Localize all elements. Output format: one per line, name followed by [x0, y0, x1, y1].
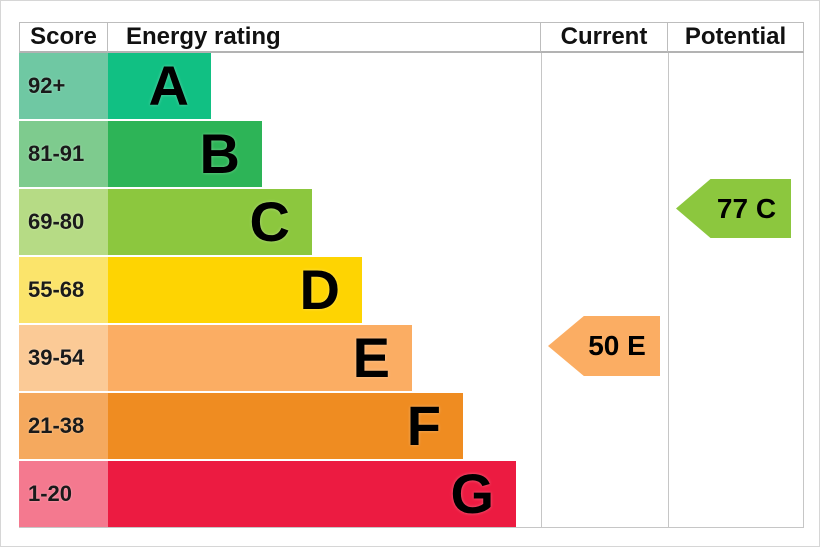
- score-range-g: 1-20: [19, 461, 108, 527]
- score-column-header: Score: [19, 22, 108, 53]
- band-letter-g: G: [450, 462, 494, 525]
- score-range-e: 39-54: [19, 325, 108, 391]
- rating-bar-b: B: [108, 121, 262, 187]
- band-letter-a: A: [148, 54, 189, 117]
- band-letter-f: F: [406, 394, 441, 457]
- rating-bar-c: C: [108, 189, 312, 255]
- potential-rating-label: 77 C: [716, 192, 777, 224]
- score-range-c: 69-80: [19, 189, 108, 255]
- table-right-border: [803, 53, 804, 527]
- band-letter-c: C: [249, 190, 290, 253]
- rating-bar-f: F: [108, 393, 463, 459]
- potential-column-left-divider: [668, 53, 669, 527]
- band-letter-e: E: [352, 326, 390, 389]
- rating-bar-d: D: [108, 257, 362, 323]
- current-column-left-divider: [541, 53, 542, 527]
- rating-bar-e: E: [108, 325, 412, 391]
- score-range-b: 81-91: [19, 121, 108, 187]
- current-rating-label: 50 E: [588, 330, 646, 361]
- score-range-f: 21-38: [19, 393, 108, 459]
- score-range-a: 92+: [19, 53, 108, 119]
- table-bottom-border: [19, 527, 804, 528]
- current-rating-arrow: 50 E: [548, 316, 660, 376]
- band-letter-d: D: [299, 258, 340, 321]
- rating-bar-g: G: [108, 461, 516, 527]
- potential-column-header: Potential: [668, 22, 804, 53]
- band-letter-b: B: [199, 122, 240, 185]
- rating-bar-a: A: [108, 53, 211, 119]
- score-range-d: 55-68: [19, 257, 108, 323]
- potential-rating-arrow: 77 C: [676, 179, 791, 238]
- current-column-header: Current: [541, 22, 668, 53]
- energy-rating-column-header: Energy rating: [108, 22, 541, 53]
